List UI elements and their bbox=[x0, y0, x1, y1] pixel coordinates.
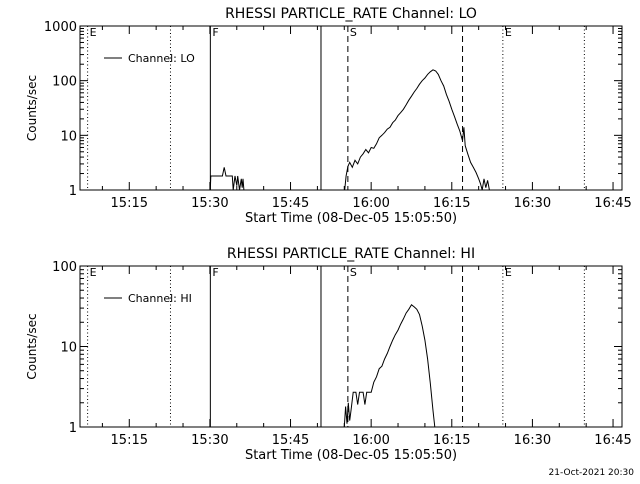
x-tick-label: 16:45 bbox=[594, 196, 631, 211]
plot-frame bbox=[79, 265, 623, 428]
time-marker-label: F bbox=[212, 26, 218, 39]
y-tick-label: 10 bbox=[60, 129, 77, 144]
x-tick-label: 16:30 bbox=[514, 196, 551, 211]
time-marker-label: E bbox=[90, 266, 97, 279]
legend-label: Channel: HI bbox=[128, 292, 192, 305]
legend-label: Channel: LO bbox=[128, 52, 195, 65]
x-tick-label: 16:45 bbox=[594, 433, 631, 448]
x-tick-label: 15:15 bbox=[111, 433, 148, 448]
y-tick-label: 100 bbox=[52, 260, 77, 275]
data-series-line bbox=[209, 167, 245, 191]
chart-title: RHESSI PARTICLE_RATE Channel: HI bbox=[227, 246, 475, 262]
x-tick-label: 15:45 bbox=[272, 196, 309, 211]
y-axis-label: Counts/sec bbox=[25, 313, 39, 379]
time-marker-label: S bbox=[350, 26, 357, 39]
chart-panel-1: RHESSI PARTICLE_RATE Channel: LO 1 10 100 10… bbox=[25, 6, 632, 226]
y-tick-label: 100 bbox=[52, 75, 77, 90]
data-series-line bbox=[344, 69, 490, 191]
x-tick-label: 15:30 bbox=[191, 196, 228, 211]
x-tick-label: 16:00 bbox=[352, 196, 389, 211]
x-tick-label: 16:30 bbox=[514, 433, 551, 448]
time-marker-label: E bbox=[90, 26, 97, 39]
x-tick-label: 15:45 bbox=[272, 433, 309, 448]
time-marker-label: E bbox=[505, 266, 512, 279]
y-tick-label: 1 bbox=[69, 184, 77, 199]
time-marker-label: F bbox=[212, 266, 218, 279]
x-axis-label: Start Time (08-Dec-05 15:05:50) bbox=[245, 448, 457, 463]
time-marker-label: E bbox=[505, 26, 512, 39]
x-axis-label: Start Time (08-Dec-05 15:05:50) bbox=[245, 211, 457, 226]
y-axis-label: Counts/sec bbox=[25, 75, 39, 141]
x-tick-label: 16:15 bbox=[433, 433, 470, 448]
y-tick-label: 10 bbox=[60, 341, 77, 356]
x-tick-label: 15:30 bbox=[191, 433, 228, 448]
generation-timestamp: 21-Oct-2021 20:30 bbox=[548, 468, 634, 478]
y-tick-label: 1 bbox=[69, 421, 77, 436]
chart-panel-2: RHESSI PARTICLE_RATE Channel: HI 1 10 100 15… bbox=[25, 246, 632, 463]
x-tick-label: 16:00 bbox=[352, 433, 389, 448]
data-series-line bbox=[343, 304, 436, 428]
plot-frame bbox=[79, 25, 623, 191]
x-tick-label: 15:15 bbox=[111, 196, 148, 211]
y-tick-label: 1000 bbox=[44, 20, 77, 35]
chart-title: RHESSI PARTICLE_RATE Channel: LO bbox=[225, 6, 477, 22]
x-tick-label: 16:15 bbox=[433, 196, 470, 211]
time-marker-label: S bbox=[350, 266, 357, 279]
